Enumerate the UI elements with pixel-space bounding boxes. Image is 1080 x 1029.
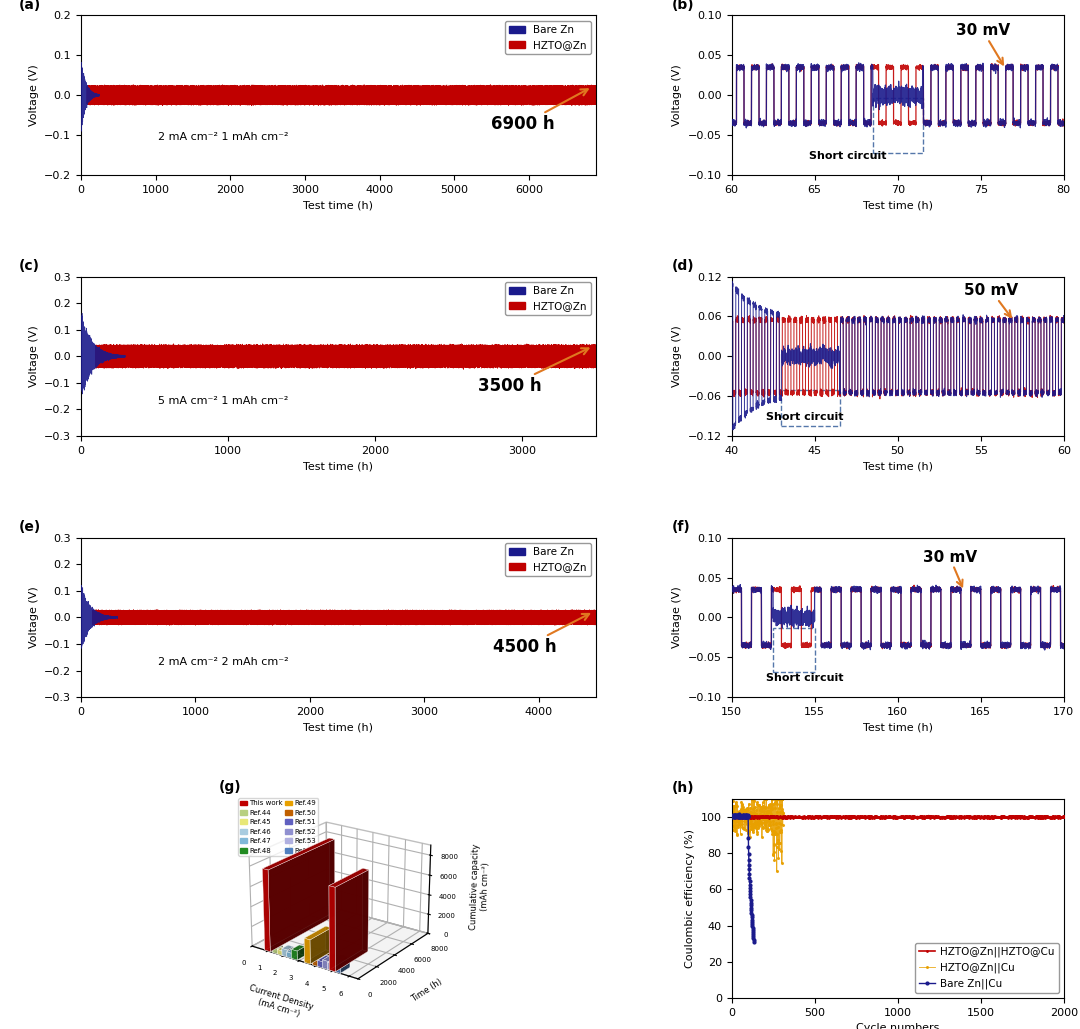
- HZTO@Zn||HZTO@Cu: [887, 811, 900, 823]
- Text: (d): (d): [672, 259, 694, 274]
- Legend: Bare Zn, HZTO@Zn: Bare Zn, HZTO@Zn: [505, 21, 591, 55]
- Text: (f): (f): [672, 521, 690, 534]
- Text: (e): (e): [19, 521, 41, 534]
- Text: 2 mA cm⁻² 2 mAh cm⁻²: 2 mA cm⁻² 2 mAh cm⁻²: [159, 658, 288, 667]
- Line: Bare Zn||Cu: Bare Zn||Cu: [730, 813, 755, 944]
- Text: 2 mA cm⁻² 1 mAh cm⁻²: 2 mA cm⁻² 1 mAh cm⁻²: [159, 132, 288, 142]
- Y-axis label: Coulombic efficiency (%): Coulombic efficiency (%): [686, 829, 696, 968]
- Bare Zn||Cu: [730, 809, 743, 821]
- HZTO@Zn||Cu: [777, 818, 789, 830]
- Text: 50 mV: 50 mV: [964, 283, 1018, 317]
- Text: (a): (a): [19, 0, 41, 12]
- X-axis label: Test time (h): Test time (h): [863, 722, 933, 733]
- HZTO@Zn||Cu: [742, 812, 755, 824]
- HZTO@Zn||Cu: [770, 865, 783, 878]
- Y-axis label: Voltage (V): Voltage (V): [672, 64, 683, 126]
- Bare Zn||Cu: [734, 809, 747, 821]
- Text: Short circuit: Short circuit: [809, 151, 887, 161]
- Text: 30 mV: 30 mV: [956, 24, 1010, 65]
- Bare Zn||Cu: [731, 810, 744, 822]
- Bare Zn||Cu: [746, 922, 759, 934]
- Y-axis label: Voltage (V): Voltage (V): [672, 587, 683, 648]
- HZTO@Zn||HZTO@Cu: [987, 810, 1000, 822]
- Bare Zn||Cu: [726, 811, 739, 823]
- Y-axis label: Voltage (V): Voltage (V): [28, 587, 39, 648]
- HZTO@Zn||HZTO@Cu: [878, 812, 891, 824]
- Legend: Bare Zn, HZTO@Zn: Bare Zn, HZTO@Zn: [505, 282, 591, 315]
- HZTO@Zn||Cu: [726, 803, 739, 815]
- Legend: Bare Zn, HZTO@Zn: Bare Zn, HZTO@Zn: [505, 543, 591, 576]
- Bare Zn||Cu: [746, 920, 759, 932]
- Bare Zn||Cu: [727, 810, 740, 822]
- HZTO@Zn||HZTO@Cu: [726, 811, 739, 823]
- HZTO@Zn||Cu: [731, 815, 744, 827]
- Text: (g): (g): [219, 780, 242, 793]
- Bar: [782, 390, 839, 426]
- HZTO@Zn||HZTO@Cu: [1048, 811, 1061, 823]
- Text: Short circuit: Short circuit: [766, 412, 843, 422]
- HZTO@Zn||HZTO@Cu: [742, 811, 755, 823]
- Text: (b): (b): [672, 0, 694, 12]
- Text: (h): (h): [672, 781, 694, 794]
- HZTO@Zn||HZTO@Cu: [744, 812, 757, 824]
- HZTO@Zn||Cu: [746, 808, 759, 820]
- Y-axis label: Time (h): Time (h): [409, 978, 444, 1004]
- Y-axis label: Voltage (V): Voltage (V): [28, 325, 39, 387]
- Bar: [773, 628, 814, 672]
- Line: HZTO@Zn||HZTO@Cu: HZTO@Zn||HZTO@Cu: [731, 815, 1065, 819]
- HZTO@Zn||HZTO@Cu: [922, 810, 935, 822]
- Line: HZTO@Zn||Cu: HZTO@Zn||Cu: [731, 797, 784, 873]
- HZTO@Zn||HZTO@Cu: [1048, 811, 1061, 823]
- X-axis label: Test time (h): Test time (h): [303, 461, 374, 471]
- Bare Zn||Cu: [732, 808, 745, 820]
- Text: 3500 h: 3500 h: [478, 348, 589, 395]
- Text: 5 mA cm⁻² 1 mAh cm⁻²: 5 mA cm⁻² 1 mAh cm⁻²: [159, 396, 288, 406]
- X-axis label: Current Density
(mA cm⁻²): Current Density (mA cm⁻²): [245, 984, 314, 1022]
- Legend: This work, Ref.44, Ref.45, Ref.46, Ref.47, Ref.48, Ref.49, Ref.50, Ref.51, Ref.5: This work, Ref.44, Ref.45, Ref.46, Ref.4…: [239, 799, 318, 856]
- HZTO@Zn||Cu: [737, 810, 750, 822]
- Y-axis label: Voltage (V): Voltage (V): [28, 64, 39, 126]
- X-axis label: Test time (h): Test time (h): [303, 722, 374, 733]
- Bar: [873, 99, 922, 152]
- HZTO@Zn||HZTO@Cu: [1057, 810, 1070, 822]
- Text: Short circuit: Short circuit: [766, 673, 843, 683]
- Text: 4500 h: 4500 h: [492, 614, 590, 655]
- X-axis label: Cycle numbers: Cycle numbers: [856, 1024, 940, 1029]
- Bare Zn||Cu: [747, 935, 760, 948]
- HZTO@Zn||Cu: [751, 797, 764, 810]
- Text: (c): (c): [19, 259, 40, 274]
- X-axis label: Test time (h): Test time (h): [303, 201, 374, 210]
- HZTO@Zn||Cu: [726, 813, 739, 825]
- Y-axis label: Voltage (V): Voltage (V): [672, 325, 683, 387]
- Text: 30 mV: 30 mV: [922, 549, 976, 587]
- X-axis label: Test time (h): Test time (h): [863, 461, 933, 471]
- Text: 6900 h: 6900 h: [491, 90, 588, 133]
- HZTO@Zn||Cu: [745, 792, 758, 805]
- Legend: HZTO@Zn||HZTO@Cu, HZTO@Zn||Cu, Bare Zn||Cu: HZTO@Zn||HZTO@Cu, HZTO@Zn||Cu, Bare Zn||…: [915, 943, 1058, 993]
- X-axis label: Test time (h): Test time (h): [863, 201, 933, 210]
